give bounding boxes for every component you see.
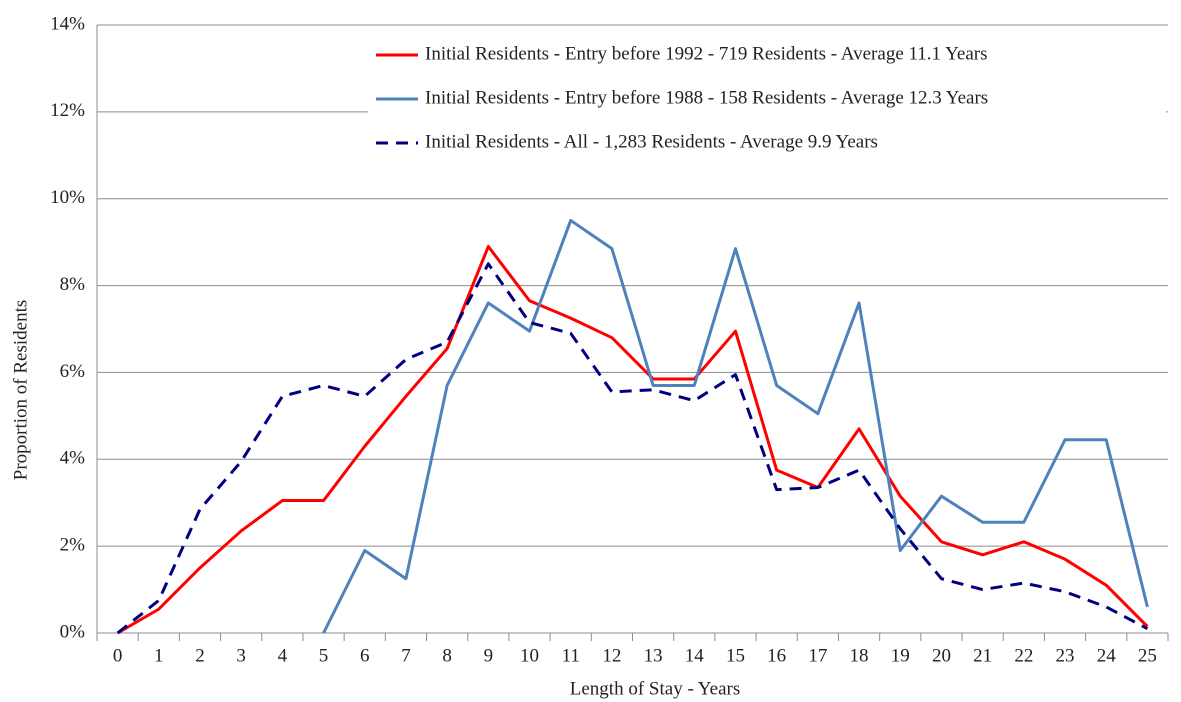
x-tick-label: 8 bbox=[442, 645, 452, 666]
x-tick-label: 1 bbox=[154, 645, 164, 666]
legend-label: Initial Residents - Entry before 1988 - … bbox=[425, 87, 988, 108]
y-tick-label: 4% bbox=[60, 448, 86, 469]
series-line bbox=[322, 218, 1149, 634]
y-tick-label: 10% bbox=[50, 187, 85, 208]
x-tick-label: 10 bbox=[520, 645, 539, 666]
legend-box bbox=[368, 31, 1166, 167]
x-tick-label: 9 bbox=[484, 645, 494, 666]
x-tick-label: 24 bbox=[1097, 645, 1117, 666]
x-tick-label: 3 bbox=[236, 645, 246, 666]
y-tick-label: 0% bbox=[60, 621, 86, 642]
x-tick-label: 23 bbox=[1056, 645, 1075, 666]
x-tick-label: 19 bbox=[891, 645, 910, 666]
x-tick-label: 13 bbox=[644, 645, 663, 666]
x-axis-title: Length of Stay - Years bbox=[570, 678, 740, 699]
y-tick-label: 12% bbox=[50, 100, 85, 121]
series-line bbox=[116, 244, 1149, 635]
x-tick-label: 15 bbox=[726, 645, 745, 666]
y-tick-label: 6% bbox=[60, 361, 86, 382]
x-tick-label: 14 bbox=[685, 645, 705, 666]
legend-label: Initial Residents - Entry before 1992 - … bbox=[425, 43, 988, 64]
x-tick-label: 6 bbox=[360, 645, 370, 666]
y-tick-label: 14% bbox=[50, 13, 85, 34]
x-tick-label: 0 bbox=[113, 645, 123, 666]
x-tick-label: 5 bbox=[319, 645, 329, 666]
x-tick-label: 16 bbox=[767, 645, 786, 666]
x-tick-label: 12 bbox=[602, 645, 621, 666]
x-tick-label: 11 bbox=[562, 645, 580, 666]
y-tick-label: 8% bbox=[60, 274, 86, 295]
series-line bbox=[116, 262, 1149, 635]
x-tick-label: 17 bbox=[808, 645, 827, 666]
x-tick-label: 7 bbox=[401, 645, 411, 666]
x-tick-label: 18 bbox=[850, 645, 869, 666]
legend-label: Initial Residents - All - 1,283 Resident… bbox=[425, 131, 878, 152]
x-tick-label: 2 bbox=[195, 645, 205, 666]
y-axis-title: Proportion of Residents bbox=[10, 300, 31, 481]
x-tick-label: 21 bbox=[973, 645, 992, 666]
x-tick-label: 25 bbox=[1138, 645, 1157, 666]
y-tick-label: 2% bbox=[60, 535, 86, 556]
x-tick-label: 4 bbox=[278, 645, 288, 666]
x-tick-label: 20 bbox=[932, 645, 951, 666]
x-tick-label: 22 bbox=[1014, 645, 1033, 666]
